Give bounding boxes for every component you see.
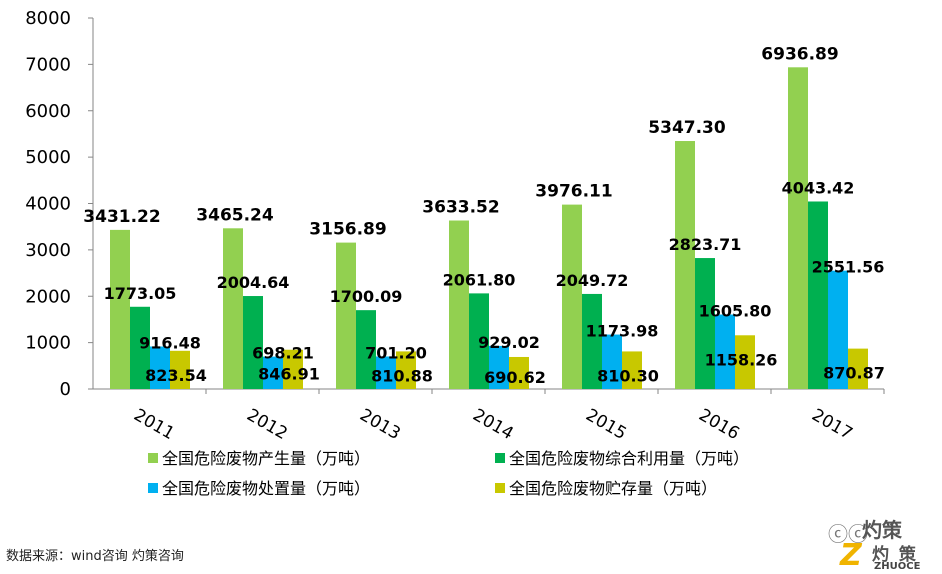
x-tick-label: 2015: [582, 405, 629, 444]
bar: [808, 201, 828, 389]
data-label: 3633.52: [422, 197, 499, 217]
legend: 全国危险废物产生量（万吨） 全国危险废物综合利用量（万吨） 全国危险废物处置量（万吨…: [148, 449, 749, 498]
bar: [283, 349, 303, 389]
data-label: 3156.89: [309, 220, 386, 240]
x-tick-label: 2017: [808, 405, 855, 444]
y-tick-label: 3000: [25, 240, 71, 261]
y-tick-label: 2000: [25, 286, 71, 307]
bar: [695, 258, 715, 389]
x-tick-label: 2016: [695, 405, 742, 444]
data-label: 2551.56: [812, 258, 885, 277]
bar-chart: 0 1000 2000 3000 4000 5000 6000 7000 8000 2011 201…: [25, 8, 885, 498]
legend-swatch: [495, 453, 505, 463]
data-label: 690.62: [484, 368, 546, 387]
data-label: 2061.80: [443, 270, 516, 289]
bar: [735, 335, 755, 389]
bar: [788, 67, 808, 389]
bar: [602, 334, 622, 389]
bar: [675, 141, 695, 389]
bar: [336, 242, 356, 389]
data-label: 823.54: [145, 366, 207, 385]
watermark-brand-logo: 灼 策: [872, 545, 918, 565]
bar: [622, 351, 642, 389]
data-label: 916.48: [139, 333, 201, 352]
legend-swatch: [495, 483, 505, 493]
bar: [223, 228, 243, 389]
data-label: 1173.98: [586, 322, 659, 341]
legend-swatch: [148, 453, 158, 463]
x-tick-label: 2013: [356, 405, 403, 444]
bar: [509, 356, 529, 389]
legend-label: 全国危险废物产生量（万吨）: [162, 449, 370, 468]
y-tick-label: 0: [60, 379, 71, 400]
y-tick-label: 7000: [25, 54, 71, 75]
y-tick-label: 1000: [25, 333, 71, 354]
bar: [715, 314, 735, 389]
x-tick-label: 2012: [243, 405, 290, 444]
bar: [562, 204, 582, 389]
data-label: 870.87: [823, 364, 885, 383]
data-label: 5347.30: [648, 118, 726, 138]
bar: [469, 293, 489, 389]
bar: [243, 296, 263, 389]
y-tick-label: 4000: [25, 194, 71, 215]
data-label: 929.02: [478, 333, 540, 352]
data-label: 6936.89: [761, 44, 838, 64]
data-label: 1700.09: [330, 287, 403, 306]
legend-swatch: [148, 483, 158, 493]
watermark-brand-top: 灼策: [862, 518, 902, 542]
bar: [150, 346, 170, 389]
bars: [110, 67, 868, 389]
source-note: 数据来源：wind咨询 灼策咨询: [6, 549, 184, 564]
data-label: 3976.11: [535, 182, 612, 202]
data-label: 2049.72: [556, 271, 629, 290]
data-label: 4043.42: [782, 178, 855, 197]
data-label: 846.91: [258, 365, 320, 384]
legend-label: 全国危险废物处置量（万吨）: [162, 479, 370, 498]
data-label: 2004.64: [217, 273, 290, 292]
bar: [263, 356, 283, 389]
bar: [489, 345, 509, 389]
zhuoce-watermark: ⓒⓒ 灼策 Z 灼 策 ZHUOCE: [810, 510, 940, 574]
data-labels: 3431.22 1773.05 916.48 823.54 3465.24 2004.64…: [83, 44, 885, 387]
wechat-icon: ⓒⓒ: [828, 522, 868, 546]
data-label: 1605.80: [699, 302, 772, 321]
data-label: 3465.24: [196, 205, 274, 225]
bar: [396, 351, 416, 389]
bar: [356, 310, 376, 389]
data-label: 698.21: [252, 344, 314, 363]
bar: [582, 293, 602, 389]
bar: [130, 306, 150, 389]
legend-label: 全国危险废物贮存量（万吨）: [509, 479, 717, 498]
data-label: 810.88: [371, 366, 433, 385]
data-label: 810.30: [597, 366, 659, 385]
x-tick-label: 2014: [469, 405, 516, 444]
data-label: 3431.22: [83, 207, 160, 227]
bar: [848, 348, 868, 389]
zhuoce-logo-icon: Z: [840, 538, 862, 573]
data-label: 1158.26: [705, 350, 778, 369]
data-label: 2823.71: [669, 235, 742, 254]
bar: [170, 350, 190, 389]
x-tick-label: 2011: [130, 405, 177, 444]
data-label: 1773.05: [104, 284, 177, 303]
y-tick-label: 6000: [25, 101, 71, 122]
y-tick-label: 8000: [25, 8, 71, 29]
data-label: 701.20: [365, 343, 427, 362]
bar: [828, 270, 848, 389]
y-tick-label: 5000: [25, 147, 71, 168]
bar: [376, 356, 396, 389]
watermark-brand-en: ZHUOCE: [874, 561, 921, 572]
legend-label: 全国危险废物综合利用量（万吨）: [509, 449, 749, 468]
bar: [110, 229, 130, 389]
bar: [449, 220, 469, 389]
